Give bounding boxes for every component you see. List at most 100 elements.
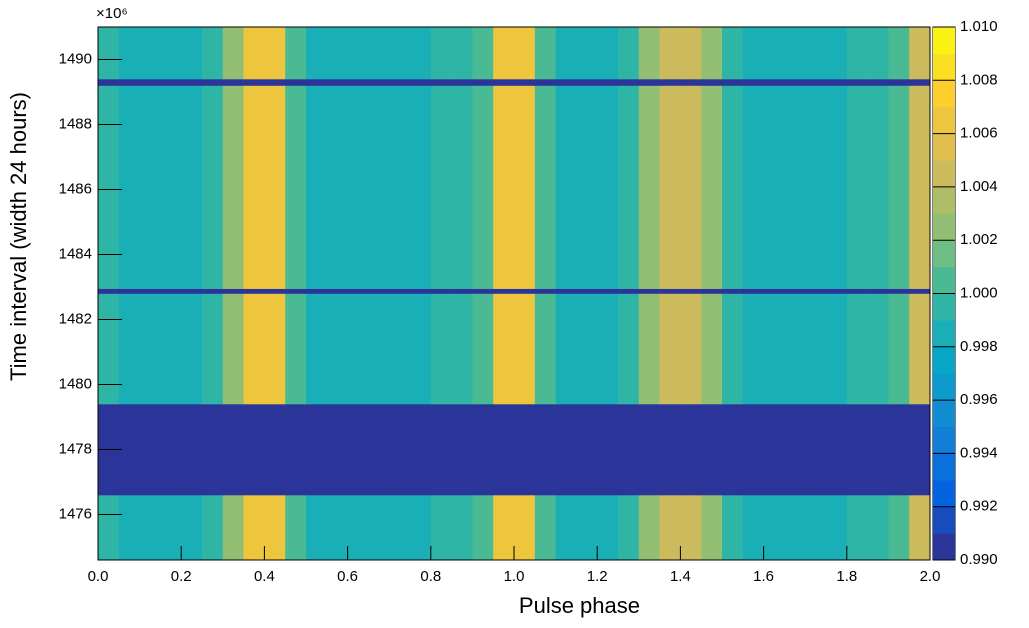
heatmap-cell [222, 27, 244, 80]
heatmap-cell [368, 288, 390, 294]
heatmap-cell [118, 404, 140, 496]
heatmap-cell [846, 27, 868, 80]
heatmap-cell [451, 288, 473, 294]
heatmap-cell [306, 404, 328, 496]
heatmap-cell [888, 293, 910, 405]
heatmap-cell [326, 79, 348, 86]
heatmap-cell [451, 404, 473, 496]
colorbar-tick-label: 0.994 [960, 444, 998, 461]
colorbar-level [933, 213, 955, 241]
heatmap-cell [680, 79, 702, 86]
colorbar-level [933, 346, 955, 374]
heatmap-cell [701, 288, 723, 294]
heatmap-cell [264, 495, 286, 561]
heatmap-cells [98, 27, 931, 561]
heatmap-cell [181, 495, 203, 561]
heatmap-cell [222, 79, 244, 86]
heatmap-cell [576, 288, 598, 294]
heatmap-cell [846, 404, 868, 496]
heatmap-cell [826, 85, 848, 289]
heatmap-cell [160, 495, 182, 561]
heatmap-cell [285, 495, 307, 561]
heatmap-cell [181, 79, 203, 86]
colorbar-level [933, 480, 955, 507]
colorbar-level [933, 533, 955, 561]
heatmap-cell [659, 293, 681, 405]
heatmap-cell [389, 495, 411, 561]
heatmap-cell [846, 79, 868, 86]
heatmap-cell [430, 85, 452, 289]
heatmap-cell [243, 293, 265, 405]
colorbar-level [933, 320, 955, 348]
heatmap-cell [118, 27, 140, 80]
heatmap-cell [826, 495, 848, 561]
heatmap-cell [534, 85, 556, 289]
heatmap-cell [576, 293, 598, 405]
heatmap-cell [659, 85, 681, 289]
colorbar-level [933, 426, 955, 454]
heatmap-cell [534, 404, 556, 496]
heatmap-cell [680, 293, 702, 405]
heatmap-cell [534, 288, 556, 294]
heatmap-cell [326, 288, 348, 294]
heatmap-cell [493, 288, 515, 294]
heatmap-cell [763, 495, 785, 561]
heatmap-cell [389, 79, 411, 86]
heatmap-cell [742, 288, 764, 294]
heatmap-cell [243, 495, 265, 561]
heatmap-cell [763, 404, 785, 496]
heatmap-cell [784, 79, 806, 86]
heatmap-cell [805, 495, 827, 561]
heatmap-cell [784, 495, 806, 561]
heatmap-cell [909, 495, 931, 561]
heatmap-cell [264, 293, 286, 405]
heatmap-cell [368, 404, 390, 496]
heatmap-cell [243, 79, 265, 86]
heatmap-cell [347, 85, 369, 289]
x-tick-label: 1.8 [836, 568, 857, 585]
x-tick-label: 1.4 [670, 568, 691, 585]
heatmap-cell [410, 495, 432, 561]
heatmap-cell [98, 85, 120, 289]
colorbar-level [933, 373, 955, 401]
x-tick-label: 0.0 [88, 568, 109, 585]
heatmap-cell [118, 288, 140, 294]
heatmap-cell [742, 293, 764, 405]
heatmap-cell [659, 495, 681, 561]
heatmap-cell [139, 404, 161, 496]
heatmap-cell [98, 79, 120, 86]
heatmap-cell [430, 404, 452, 496]
heatmap-cell [763, 79, 785, 86]
heatmap-cell [98, 293, 120, 405]
heatmap-cell [846, 495, 868, 561]
heatmap-cell [368, 79, 390, 86]
heatmap-cell [618, 27, 640, 80]
heatmap-cell [493, 495, 515, 561]
heatmap-cell [243, 27, 265, 80]
colorbar-level [933, 240, 955, 268]
heatmap-cell [784, 85, 806, 289]
heatmap-cell [264, 404, 286, 496]
heatmap-cell [742, 27, 764, 80]
colorbar-tick-label: 1.010 [960, 18, 998, 35]
x-tick-label: 1.2 [587, 568, 608, 585]
heatmap-cell [514, 27, 536, 80]
heatmap-cell [701, 79, 723, 86]
heatmap-cell [576, 404, 598, 496]
heatmap-cell [846, 288, 868, 294]
heatmap-cell [722, 79, 744, 86]
heatmap-cell [493, 27, 515, 80]
colorbar-level [933, 506, 955, 534]
heatmap-cell [888, 27, 910, 80]
heatmap-cell [742, 79, 764, 86]
heatmap-cell [118, 85, 140, 289]
heatmap-cell [763, 288, 785, 294]
heatmap-cell [555, 495, 577, 561]
heatmap-cell [181, 404, 203, 496]
heatmap-cell [784, 27, 806, 80]
heatmap-cell [326, 27, 348, 80]
heatmap-cell [493, 293, 515, 405]
heatmap-cell [909, 404, 931, 496]
heatmap-cell [722, 495, 744, 561]
